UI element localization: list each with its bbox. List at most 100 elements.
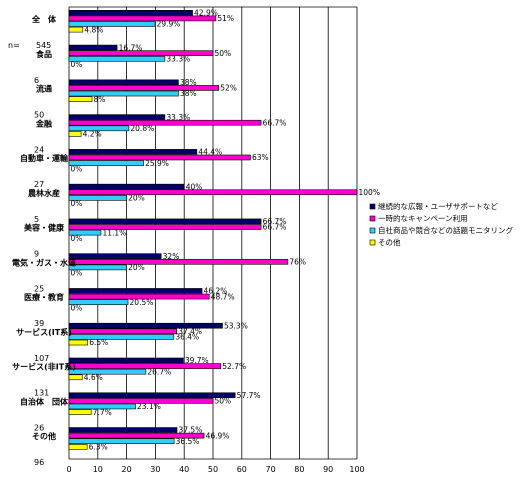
- bar: [68, 438, 175, 445]
- bar: [68, 392, 236, 399]
- data-label: 20.5%: [130, 298, 154, 307]
- category-n: 50: [34, 111, 44, 120]
- bar: [68, 50, 214, 56]
- data-label: 37.4%: [178, 327, 202, 336]
- legend-label: その他: [378, 237, 401, 247]
- x-tick-label: 30: [150, 465, 160, 474]
- bar: [68, 154, 251, 161]
- data-label: 4.2%: [83, 130, 102, 139]
- data-label: 4.8%: [84, 25, 103, 34]
- value-labels: 42.9% 16.7% 38% 33.3% 44.4% 40% 66.7% 32% 46.2% 5…: [71, 9, 380, 452]
- data-label: 66.7%: [263, 217, 287, 226]
- data-label: 7.7%: [93, 408, 112, 417]
- bar: [68, 149, 198, 155]
- x-tick-label: 60: [237, 465, 247, 474]
- data-label: 50%: [215, 49, 232, 58]
- data-label: 42.9%: [194, 9, 218, 18]
- data-label: 29.9%: [157, 20, 181, 29]
- data-label: 66.7%: [263, 223, 287, 232]
- data-label: 63%: [252, 153, 269, 162]
- data-label: 36.5%: [176, 437, 200, 446]
- bar: [68, 368, 147, 375]
- bar: [68, 218, 262, 225]
- data-label: 46.9%: [206, 431, 230, 440]
- category-n: 5: [34, 215, 39, 224]
- bar: [68, 403, 136, 410]
- data-label: 36.4%: [175, 333, 199, 342]
- data-label: 40%: [186, 182, 203, 191]
- data-label: 6.5%: [89, 338, 108, 347]
- x-tick-label: 10: [93, 465, 103, 474]
- bar: [68, 26, 84, 33]
- category-n: 26: [34, 423, 44, 432]
- bar: [68, 125, 130, 132]
- data-label: 76%: [289, 257, 306, 266]
- bar: [68, 253, 162, 259]
- data-label: 33.3%: [166, 113, 190, 122]
- bar: [68, 258, 289, 265]
- bar: [68, 224, 262, 230]
- category-label: サービス(IT系): [16, 327, 72, 337]
- x-tick-labels: 0 10 20 30 40 50 60 70 80 90 100: [66, 465, 364, 474]
- category-n: 25: [34, 284, 44, 293]
- data-label: 46.2%: [204, 287, 228, 296]
- data-label: 57.7%: [237, 391, 261, 400]
- data-label: 16.7%: [119, 43, 143, 52]
- bar: [68, 85, 220, 91]
- bar: [68, 328, 178, 335]
- category-label: 自治体 団体: [20, 396, 69, 406]
- x-tick-label: 50: [208, 465, 218, 474]
- bar: [68, 21, 156, 27]
- data-label: 0%: [71, 234, 83, 243]
- bar: [68, 322, 223, 329]
- bar: [68, 96, 93, 102]
- category-label: 農林水産: [28, 188, 60, 198]
- data-label: 8%: [94, 95, 106, 104]
- data-label: 32%: [163, 252, 180, 261]
- bar: [68, 90, 179, 97]
- legend-label: 継続的な広報・ユーザサポートなど: [378, 201, 498, 211]
- bar: [68, 264, 127, 271]
- bar: [68, 15, 217, 22]
- data-label: 38%: [180, 78, 197, 87]
- category-label: 自動車・運輸: [20, 153, 69, 163]
- x-tick-label: 40: [179, 465, 189, 474]
- category-label: 美容・健康: [24, 223, 65, 233]
- bar: [68, 293, 210, 300]
- category-n: 131: [34, 389, 49, 398]
- bar: [68, 334, 175, 340]
- bar: [68, 339, 89, 346]
- category-label: 電気・ガス・水道: [12, 257, 76, 267]
- data-label: 23.1%: [137, 402, 161, 411]
- bar: [68, 299, 129, 305]
- legend-swatch: [369, 203, 376, 210]
- category-n: 27: [34, 180, 44, 189]
- bar: [68, 357, 184, 364]
- bar: [68, 160, 144, 166]
- data-label: 26.7%: [147, 367, 171, 376]
- data-label: 4.6%: [84, 373, 103, 382]
- category-label: その他: [32, 431, 56, 441]
- category-label: 食品: [36, 49, 52, 59]
- x-tick-label: 70: [266, 465, 276, 474]
- data-label: 0%: [71, 60, 83, 69]
- bar: [68, 195, 127, 201]
- data-label: 0%: [71, 164, 83, 173]
- data-label: 39.7%: [185, 356, 209, 365]
- category-n: 24: [34, 145, 44, 154]
- category-n: 107: [34, 354, 49, 363]
- data-label: 50%: [215, 397, 232, 406]
- data-label: 11.1%: [102, 228, 126, 237]
- legend-swatch: [369, 227, 376, 234]
- bar: [68, 229, 102, 236]
- legend-label: 自社商品や競合などの話題モニタリング: [378, 225, 513, 235]
- bar: [68, 444, 88, 450]
- category-label: サービス(非IT系): [12, 362, 76, 372]
- category-n: 39: [34, 319, 44, 328]
- data-label: 0%: [71, 303, 83, 312]
- data-label: 0%: [71, 269, 83, 278]
- bar: [68, 409, 92, 415]
- x-tick-label: 80: [294, 465, 304, 474]
